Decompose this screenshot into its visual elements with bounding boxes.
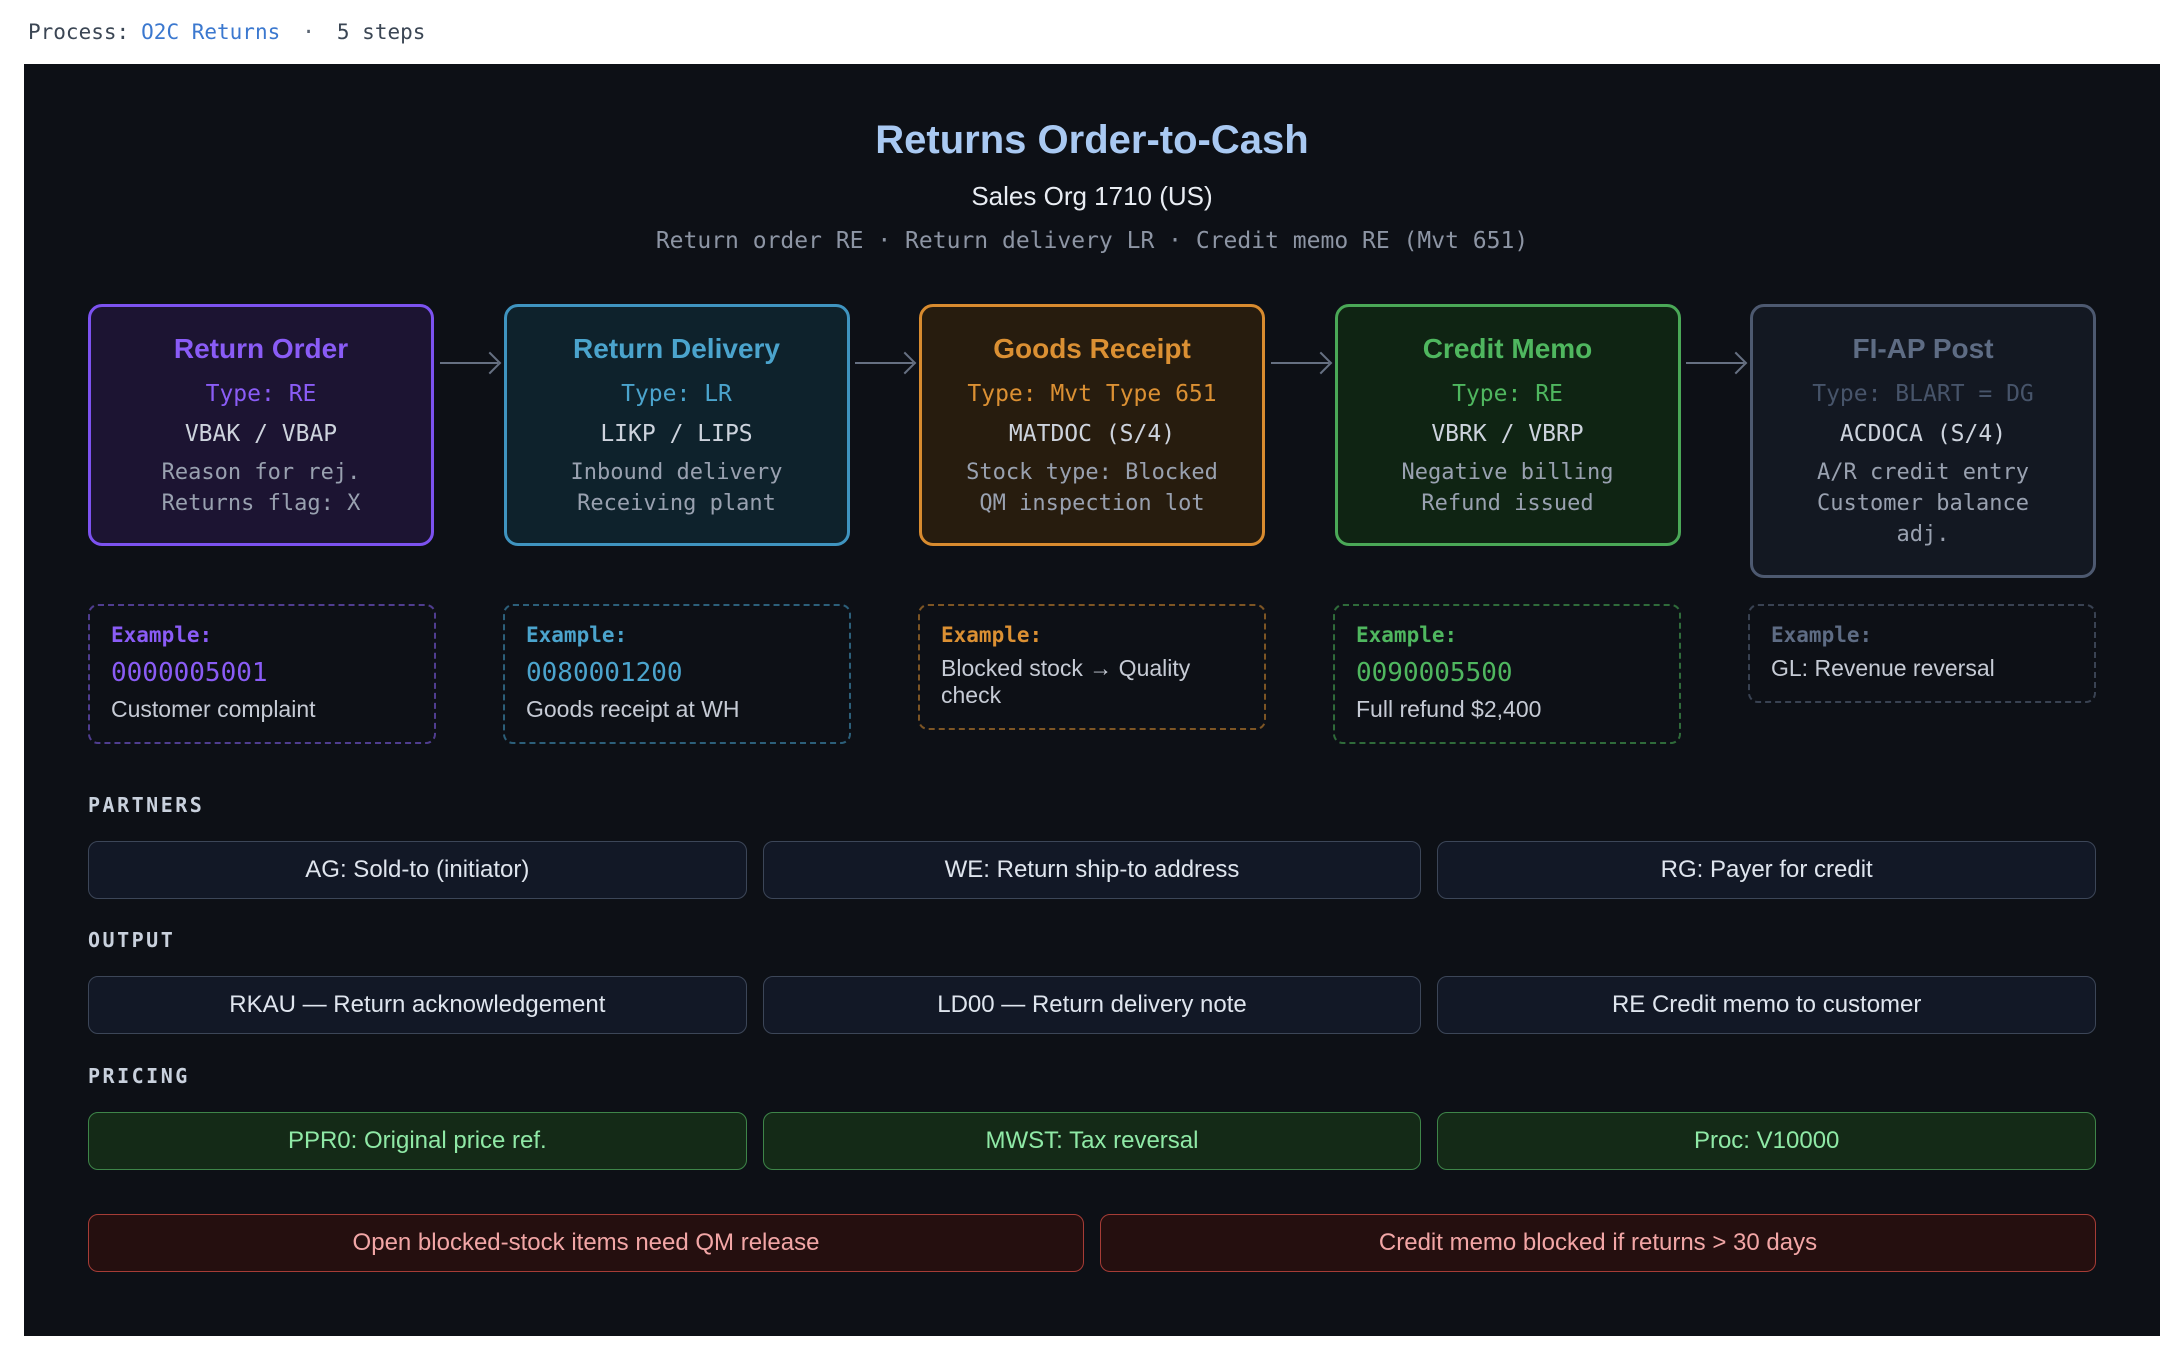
output-pill-ld00: LD00 — Return delivery note: [762, 975, 1422, 1034]
step-card-return-delivery: Return Delivery Type: LR LIKP / LIPS Inb…: [503, 304, 850, 547]
separator-dot: ·: [302, 20, 315, 44]
step-desc-line: adj.: [1896, 522, 1950, 548]
warnings-row: Open blocked-stock items need QM release…: [88, 1213, 2096, 1272]
flow-arrow-icon: [1265, 362, 1335, 364]
partner-pill-rg: RG: Payer for credit: [1437, 840, 2097, 899]
warning-banner-qm-release: Open blocked-stock items need QM release: [88, 1213, 1084, 1272]
process-link[interactable]: O2C Returns: [141, 20, 281, 44]
step-title: Return Order: [173, 333, 349, 364]
step-desc-line: Refund issued: [1421, 491, 1594, 517]
example-note: Customer complaint: [111, 695, 316, 722]
output-pill-re: RE Credit memo to customer: [1437, 975, 2097, 1034]
step-desc-line: Negative billing: [1401, 460, 1614, 485]
examples-row: Example: 0000005001 Customer complaint E…: [88, 603, 2096, 744]
step-title: Credit Memo: [1422, 333, 1593, 364]
step-desc-line: Customer balance: [1817, 491, 2029, 517]
step-card-fi-ap-post: FI-AP Post Type: BLART = DG ACDOCA (S/4)…: [1750, 304, 2096, 578]
step-desc: Negative billing Refund issued: [1356, 457, 1660, 519]
step-type: Type: RE: [1452, 381, 1563, 407]
step-title: FI-AP Post: [1852, 333, 1994, 364]
section-label-partners: PARTNERS: [88, 792, 205, 817]
section-label-output: OUTPUT: [88, 927, 176, 952]
process-label: Process:: [28, 20, 130, 44]
step-tables: MATDOC (S/4): [1008, 421, 1176, 447]
example-box-return-order: Example: 0000005001 Customer complaint: [88, 603, 436, 744]
example-label: Example:: [941, 622, 1043, 647]
example-note: Blocked stock → Quality check: [941, 654, 1191, 708]
step-desc-line: Reason for rej.: [161, 460, 361, 485]
flow-arrow-icon: [1681, 362, 1751, 364]
step-tables: ACDOCA (S/4): [1839, 421, 2007, 447]
example-doc-number: 0080001200: [526, 657, 683, 688]
example-label: Example:: [1356, 622, 1458, 647]
step-desc-line: Receiving plant: [577, 491, 776, 517]
step-tables: LIKP / LIPS: [600, 421, 753, 447]
page-subtitle: Sales Org 1710 (US): [971, 181, 1213, 211]
example-doc-number: 0090005500: [1356, 657, 1513, 688]
step-desc: A/R credit entry Customer balance adj.: [1771, 457, 2075, 551]
step-desc: Reason for rej. Returns flag: X: [109, 457, 413, 519]
section-label-pricing: PRICING: [88, 1063, 190, 1088]
step-type: Type: Mvt Type 651: [967, 381, 1217, 407]
pricing-pill-proc: Proc: V10000: [1437, 1111, 2097, 1170]
step-card-credit-memo: Credit Memo Type: RE VBRK / VBRP Negativ…: [1334, 304, 1681, 547]
pricing-pill-mwst: MWST: Tax reversal: [762, 1111, 1422, 1170]
example-note: GL: Revenue reversal: [1771, 654, 1995, 681]
step-card-goods-receipt: Goods Receipt Type: Mvt Type 651 MATDOC …: [919, 304, 1265, 547]
example-box-return-delivery: Example: 0080001200 Goods receipt at WH: [503, 603, 851, 744]
doc-chain: Return order RE · Return delivery LR · C…: [655, 228, 1529, 254]
example-label: Example:: [111, 622, 213, 647]
example-doc-number: 0000005001: [111, 657, 268, 688]
output-row: RKAU — Return acknowledgement LD00 — Ret…: [88, 975, 2097, 1034]
step-desc-line: Inbound delivery: [570, 460, 783, 485]
flow-row: Return Order Type: RE VBAK / VBAP Reason…: [88, 304, 2096, 578]
process-bar: Process: O2C Returns · 5 steps: [0, 0, 2184, 64]
step-title: Goods Receipt: [993, 333, 1191, 364]
step-desc-line: QM inspection lot: [979, 491, 1205, 517]
example-label: Example:: [1771, 622, 1873, 647]
partners-row: AG: Sold-to (initiator) WE: Return ship-…: [88, 840, 2097, 899]
step-desc: Stock type: Blocked QM inspection lot: [940, 457, 1244, 519]
step-desc-line: Stock type: Blocked: [966, 460, 1218, 485]
example-box-goods-receipt: Example: Blocked stock → Quality check: [918, 603, 1266, 730]
step-desc-line: A/R credit entry: [1817, 460, 2029, 485]
pricing-row: PPR0: Original price ref. MWST: Tax reve…: [88, 1111, 2097, 1170]
step-title: Return Delivery: [573, 333, 780, 364]
section-partners: PARTNERS AG: Sold-to (initiator) WE: Ret…: [88, 792, 2097, 899]
example-note: Goods receipt at WH: [526, 695, 740, 722]
diagram-canvas: Returns Order-to-Cash Sales Org 1710 (US…: [24, 64, 2160, 1336]
step-desc-line: Returns flag: X: [161, 491, 361, 517]
partner-pill-we: WE: Return ship-to address: [762, 840, 1422, 899]
pricing-pill-ppr0: PPR0: Original price ref.: [88, 1111, 747, 1170]
partner-pill-ag: AG: Sold-to (initiator): [88, 840, 747, 899]
section-pricing: PRICING PPR0: Original price ref. MWST: …: [88, 1063, 2097, 1170]
step-tables: VBRK / VBRP: [1431, 421, 1584, 447]
step-type: Type: RE: [205, 381, 317, 407]
step-tables: VBAK / VBAP: [184, 421, 338, 447]
example-note: Full refund $2,400: [1356, 695, 1542, 722]
flow-arrow-icon: [434, 362, 504, 364]
example-box-credit-memo: Example: 0090005500 Full refund $2,400: [1333, 603, 1681, 744]
step-type: Type: BLART = DG: [1812, 381, 2034, 407]
section-output: OUTPUT RKAU — Return acknowledgement LD0…: [88, 927, 2097, 1034]
step-desc: Inbound delivery Receiving plant: [525, 457, 829, 519]
warning-banner-credit-block: Credit memo blocked if returns > 30 days: [1100, 1213, 2096, 1272]
step-card-return-order: Return Order Type: RE VBAK / VBAP Reason…: [88, 304, 434, 547]
page-title: Returns Order-to-Cash: [875, 118, 1309, 162]
output-pill-rkau: RKAU — Return acknowledgement: [88, 975, 747, 1034]
example-label: Example:: [526, 622, 628, 647]
steps-count: 5 steps: [336, 20, 426, 44]
flow-arrow-icon: [850, 362, 920, 364]
example-box-fi-ap-post: Example: GL: Revenue reversal: [1748, 603, 2096, 703]
step-type: Type: LR: [621, 381, 732, 407]
